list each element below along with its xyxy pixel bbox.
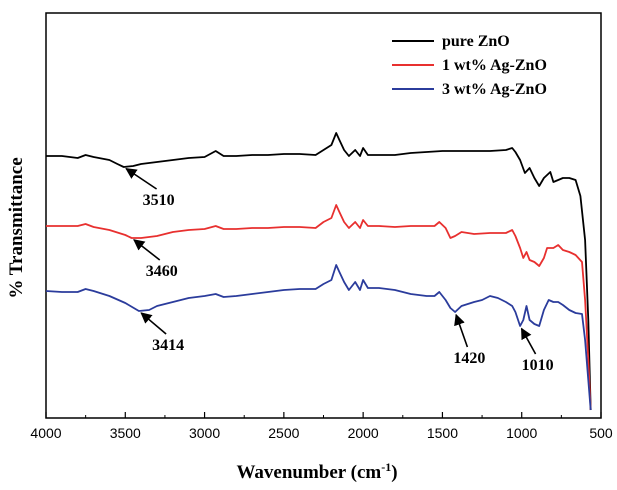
x-tick-label: 4000: [30, 425, 61, 441]
x-axis-title: Wavenumber (cm-1): [236, 460, 397, 483]
annotation-arrow-5: [520, 327, 537, 355]
annotation-arrow-1: [125, 168, 158, 190]
legend-label-1: pure ZnO: [442, 33, 510, 50]
legend-label-2: 1 wt% Ag-ZnO: [442, 57, 547, 74]
x-tick-label: 1500: [427, 425, 458, 441]
x-axis-ticks: 4000 3500 3000 2500 2000 1500 1000 500: [30, 412, 613, 441]
legend-label-3: 3 wt% Ag-ZnO: [442, 81, 547, 98]
series-line-1: [46, 132, 592, 411]
annotation-layer: 3510 3460 3414 1420 1010: [125, 168, 554, 374]
x-tick-label: 3000: [189, 425, 220, 441]
annotation-label-4: 1420: [453, 350, 485, 367]
series-line-3: [45, 264, 592, 411]
series-line-2: [46, 204, 592, 411]
annotation-label-3: 3414: [152, 337, 184, 354]
x-tick-label: 500: [589, 425, 613, 441]
legend: pure ZnO 1 wt% Ag-ZnO 3 wt% Ag-ZnO: [392, 33, 547, 98]
annotation-arrow-3: [140, 312, 167, 335]
annotation-label-2: 3460: [146, 263, 178, 280]
annotation-arrow-4: [454, 313, 469, 348]
x-tick-label: 2500: [268, 425, 299, 441]
x-tick-label: 2000: [348, 425, 379, 441]
y-axis-title: % Transmittance: [6, 157, 27, 298]
annotation-label-5: 1010: [522, 357, 554, 374]
series-layer: [45, 132, 592, 411]
annotation-label-1: 3510: [143, 192, 175, 209]
annotation-arrow-2: [133, 239, 161, 261]
x-tick-label: 3500: [110, 425, 141, 441]
x-tick-label: 1000: [506, 425, 537, 441]
